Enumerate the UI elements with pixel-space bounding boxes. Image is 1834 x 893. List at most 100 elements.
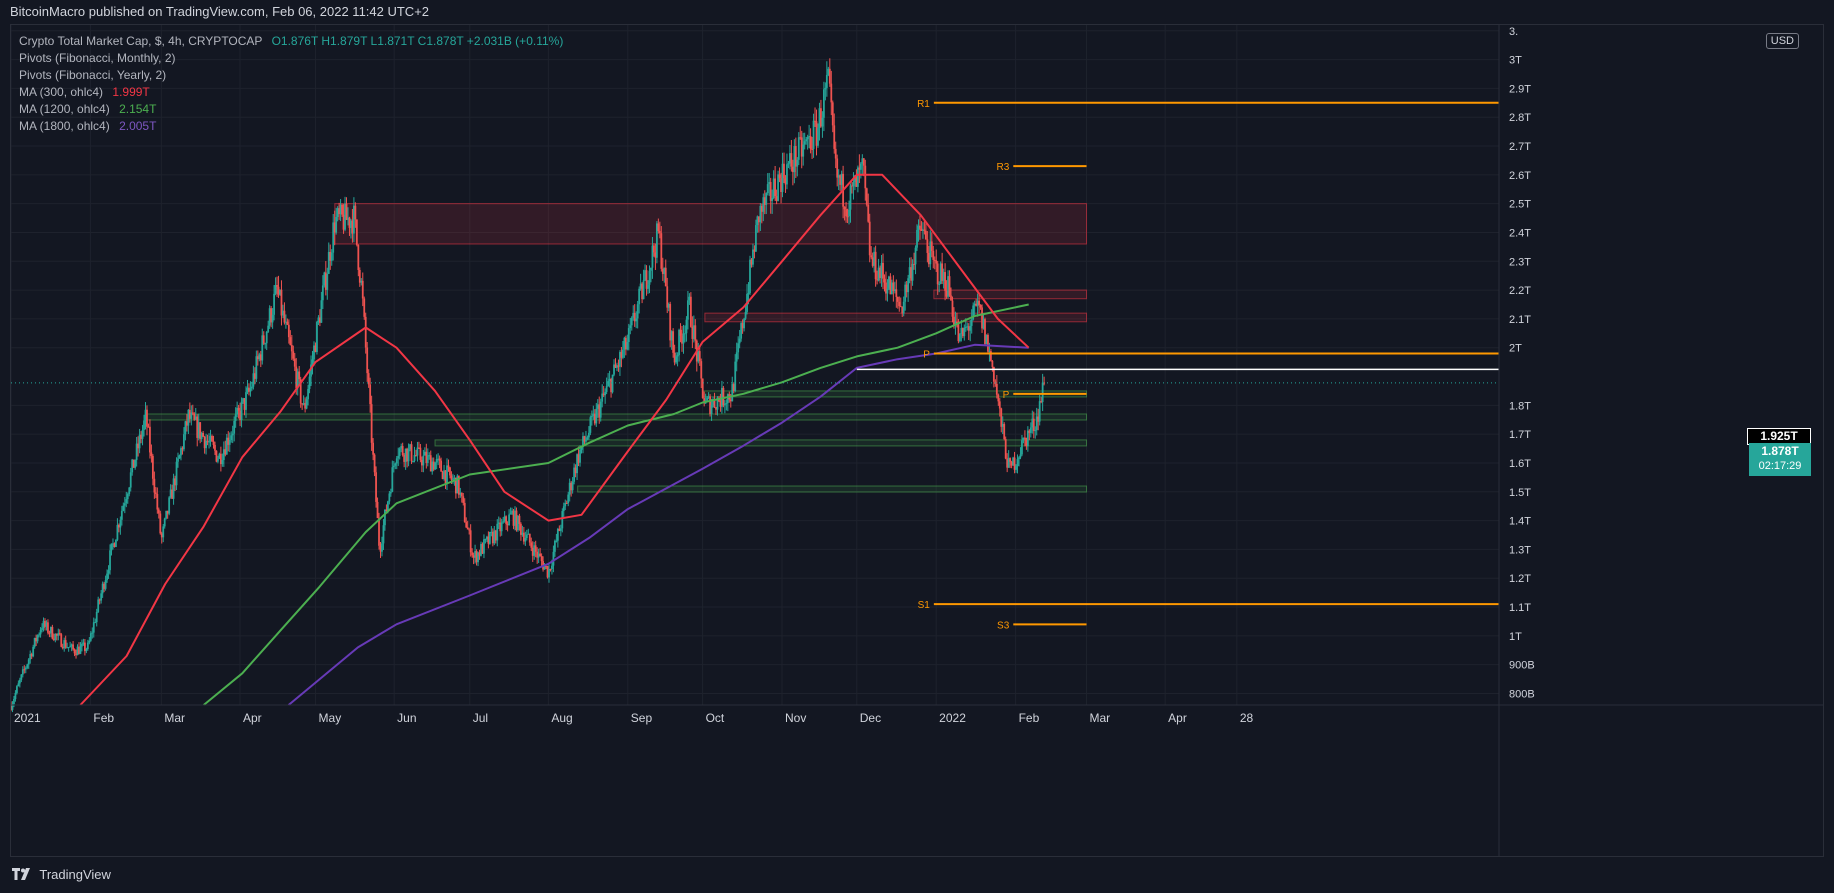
legend-pivots-yearly[interactable]: Pivots (Fibonacci, Yearly, 2) [19,67,563,84]
ma300-line [79,173,1030,706]
candle-body [282,310,284,316]
candle-body [310,364,312,377]
price-chart[interactable]: R1 R3 P P S1 S3 800B 900B 1T 1.1T 1.2T 1.3T 1.4T 1.5T… [11,25,1823,856]
candle-body [357,244,360,270]
candle-body [313,345,315,360]
legend-ma1800[interactable]: MA (1800, ohlc4) 2.005T [19,118,563,135]
candle-body [632,312,635,318]
candle-body [1024,437,1026,439]
candle-body [979,304,982,308]
candle-body [765,193,768,205]
candle-body [335,216,338,233]
chart-frame[interactable]: R1 R3 P P S1 S3 800B 900B 1T 1.1T 1.2T 1.3T 1.4T 1.5T… [10,24,1824,857]
candle-body [73,649,76,654]
candle-body [403,454,406,462]
candle-body [880,262,883,279]
candle-body [443,470,445,480]
candle-body [527,533,530,535]
legend-symbol-row[interactable]: Crypto Total Market Cap, $, 4h, CRYPTOCA… [19,33,563,50]
candle-body [333,222,336,233]
candle-body [225,437,228,455]
candle-body [636,304,639,319]
candle-body [667,304,670,308]
candle-body [593,413,596,424]
candle-body [793,146,796,173]
candle-body [505,516,508,524]
candle-body [336,208,339,217]
candle-body [214,444,216,451]
candle-body [283,310,286,323]
candle-body [157,509,160,514]
candle-body [619,352,621,367]
legend-pivots-monthly[interactable]: Pivots (Fibonacci, Monthly, 2) [19,50,563,67]
candle-body [616,365,618,368]
candle-body [406,448,409,462]
candle-body [255,356,258,379]
candle-body [120,510,123,520]
candle-body [144,409,147,421]
candle-body [58,633,61,635]
candle-body [790,153,793,167]
candle-body [664,267,667,287]
candle-body [858,167,861,170]
candle-body [865,188,868,205]
candle-body [302,403,305,405]
candle-body [435,458,438,463]
candle-body [245,392,247,410]
candle-body [892,282,895,291]
candle-body [63,640,66,649]
candle-body [797,137,800,160]
candle-body [809,136,812,149]
candle-body [518,515,521,524]
candle-body [1010,461,1013,466]
candle-body [602,393,605,396]
candle-body [614,364,617,368]
candle-body [209,435,212,442]
candle-body [477,552,479,563]
candle-body [763,197,766,205]
candle-body [655,223,658,258]
candle-body [231,433,234,436]
legend-ma300[interactable]: MA (300, ohlc4) 1.999T [19,84,563,101]
candle-body [381,543,383,552]
candle-body [794,146,797,167]
candle-body [503,516,506,522]
x-tick-label: Mar [1090,711,1111,725]
candle-body [197,422,200,438]
candle-body [583,436,586,442]
candle-body [138,434,141,449]
pivot-label: S1 [918,600,931,611]
candle-body [525,534,528,539]
legend-ma1200[interactable]: MA (1200, ohlc4) 2.154T [19,101,563,118]
candle-body [639,283,642,289]
candle-body [901,307,904,314]
candle-body [899,306,902,308]
candle-body [930,241,933,251]
candle-body [85,648,88,652]
candle-body [822,89,825,118]
candle-body [326,273,329,290]
candle-body [743,318,745,329]
y-tick-label: 1.4T [1509,516,1531,528]
candle-body [972,305,975,320]
candle-body [944,272,946,291]
candle-body [276,285,278,287]
support-zone [434,439,1088,447]
candle-body [839,175,842,185]
candle-body [285,321,287,323]
currency-button[interactable]: USD [1765,33,1799,49]
candle-body [919,225,921,229]
candle-body [706,397,709,401]
x-tick-label: Sep [631,711,653,725]
candle-body [404,448,407,462]
x-tick-label: 2021 [14,711,41,725]
candle-body [559,528,562,531]
candle-body [187,409,190,426]
candle-body [355,219,358,245]
candle-body [698,351,701,362]
candle-body [341,204,343,215]
candle-body [460,492,463,497]
candle-body [565,502,568,504]
candle-body [874,251,877,280]
candle-body [410,444,413,462]
